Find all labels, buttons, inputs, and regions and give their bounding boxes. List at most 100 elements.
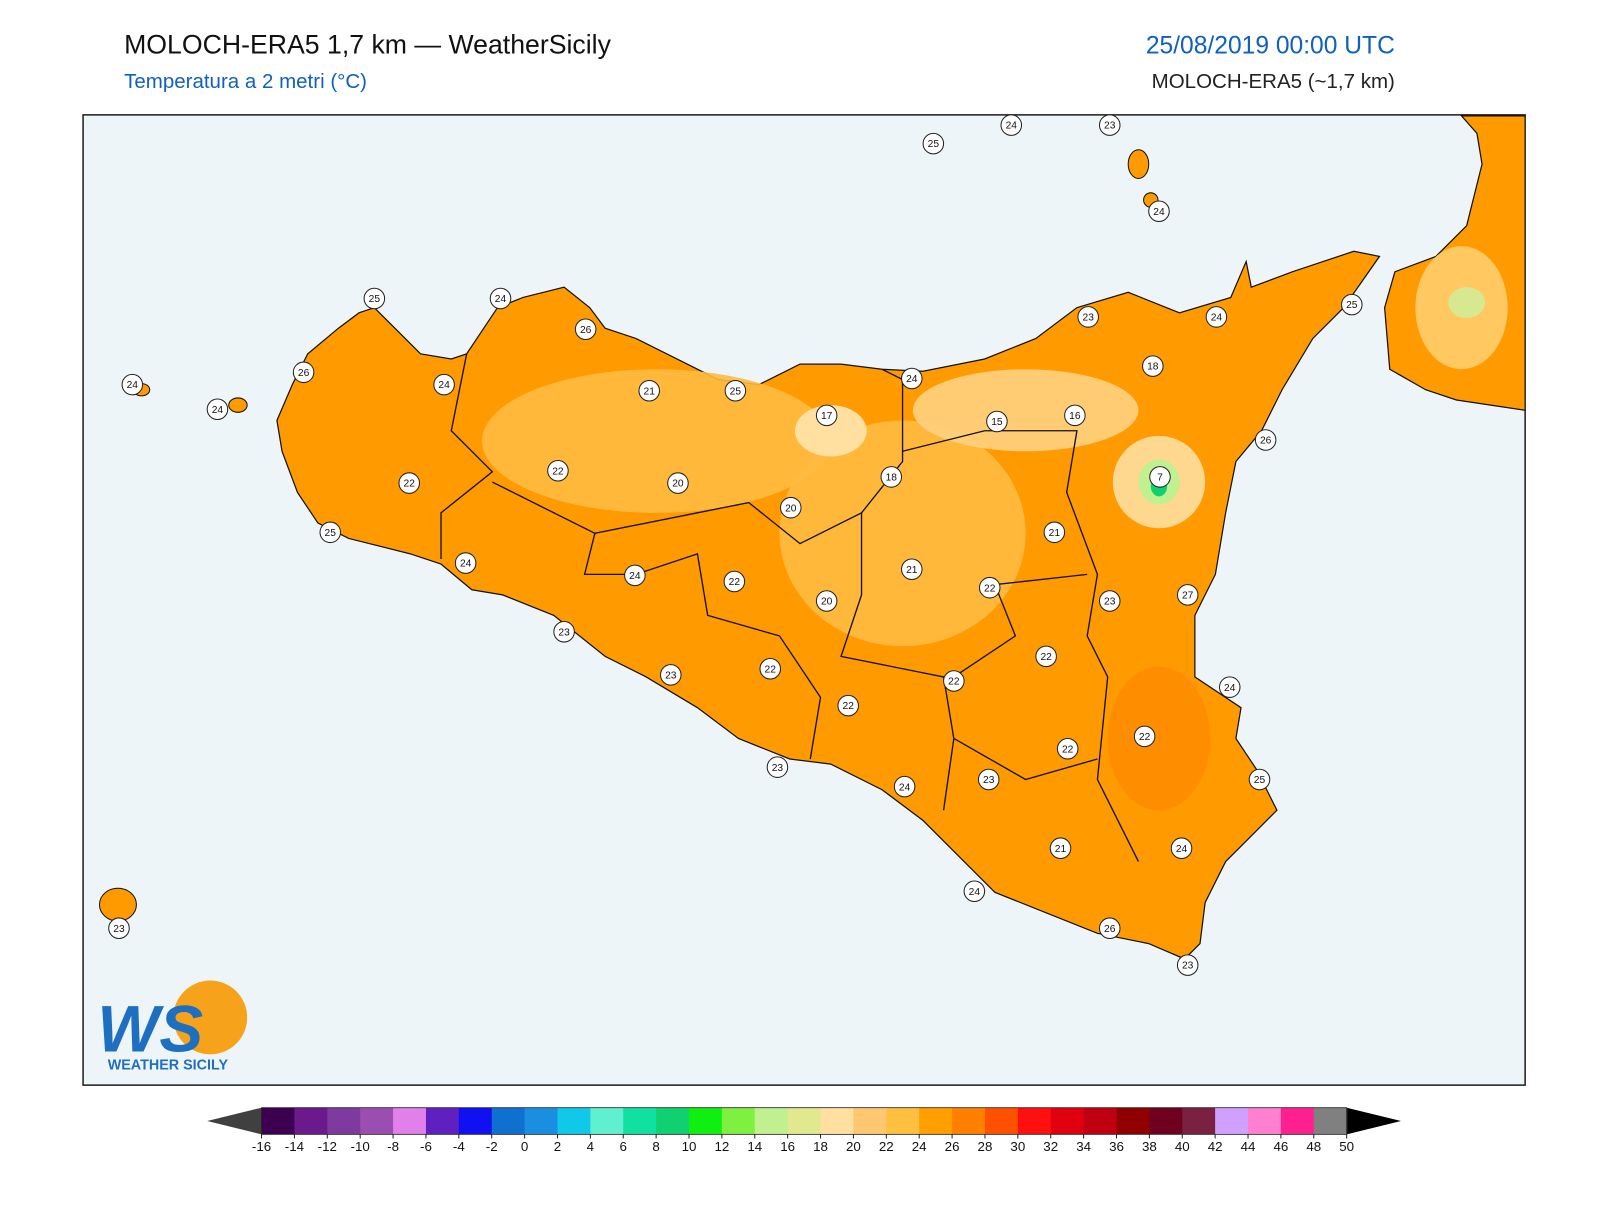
- colorbar-segment: [820, 1107, 854, 1135]
- station-marker: [759, 657, 782, 680]
- station-marker: [624, 564, 646, 587]
- colorbar-segment: [1017, 1107, 1052, 1135]
- colorbar-tick-label: 50: [1339, 1139, 1354, 1154]
- station-marker: [815, 404, 838, 427]
- station-marker: [780, 496, 802, 519]
- station-value: 21: [644, 386, 656, 397]
- colorbar-tick-label: 10: [682, 1139, 697, 1154]
- station-value: 26: [298, 368, 310, 379]
- colorbar-segment: [1248, 1107, 1282, 1135]
- station-value: 23: [1104, 121, 1116, 132]
- colorbar-tick-label: -8: [387, 1139, 399, 1154]
- logo-sun: [173, 980, 248, 1055]
- station-marker: [837, 694, 859, 717]
- station-marker: [1248, 768, 1271, 791]
- colorbar-segment: [491, 1107, 526, 1135]
- station-marker: [489, 287, 512, 310]
- colorbar-segment: [1280, 1107, 1315, 1135]
- station-value: 24: [1224, 683, 1236, 694]
- colorbar-tick-label: 30: [1010, 1139, 1025, 1154]
- station-value: 22: [843, 701, 855, 712]
- station-marker: [319, 521, 342, 544]
- station-value: 25: [1254, 775, 1266, 786]
- station-value: 23: [558, 627, 570, 638]
- station-marker: [1056, 737, 1079, 760]
- island: [98, 887, 137, 922]
- colorbar-extend-under: [207, 1107, 262, 1135]
- colorbar-extend-over: [1346, 1107, 1402, 1135]
- station-value: 23: [1104, 597, 1116, 608]
- warm-patch: [779, 420, 1026, 647]
- border: [902, 430, 1140, 862]
- logo: WS WEATHER SICILY: [97, 980, 248, 1074]
- station-marker: [574, 318, 597, 340]
- colorbar-segment: [656, 1107, 690, 1135]
- station-marker: [398, 472, 420, 494]
- station-value: 21: [1049, 528, 1061, 539]
- station-marker: [922, 132, 945, 155]
- colorbar-tick-label: 44: [1241, 1139, 1256, 1154]
- station-marker: [1098, 590, 1121, 612]
- colorbar-tick-label: 42: [1208, 1139, 1223, 1154]
- station-value: 24: [438, 380, 450, 391]
- colorbar-segment: [524, 1107, 558, 1135]
- colorbar-segment: [952, 1107, 986, 1135]
- station-marker: [1098, 917, 1121, 939]
- station-value: 24: [899, 782, 911, 793]
- station-marker: [206, 398, 229, 420]
- colorbar-tick-label: 46: [1273, 1139, 1288, 1154]
- station-value: 18: [886, 473, 898, 484]
- station-value: 26: [1104, 924, 1116, 935]
- station-marker: [1218, 676, 1241, 698]
- colorbar-segment: [393, 1107, 427, 1135]
- station-value: 25: [730, 386, 742, 397]
- station-value: 24: [495, 294, 507, 305]
- colorbar-segment: [327, 1107, 361, 1135]
- colorbar-tick-label: 18: [813, 1139, 828, 1154]
- station-value: 24: [127, 380, 139, 391]
- colorbar-tick-label: 36: [1109, 1139, 1124, 1154]
- station-marker: [815, 590, 838, 612]
- station-marker: [108, 917, 130, 939]
- title: MOLOCH-ERA5 1,7 km — WeatherSicily: [124, 29, 612, 59]
- station-marker: [723, 570, 746, 593]
- station-marker: [1043, 521, 1066, 544]
- colorbar-frame: [261, 1107, 1348, 1135]
- station-value: 25: [369, 294, 381, 305]
- station-value: 21: [1055, 844, 1067, 855]
- station-value: 17: [821, 411, 833, 422]
- colorbar-segment: [787, 1107, 822, 1135]
- colorbar-segment: [261, 1107, 295, 1135]
- warm-patch: [912, 369, 1139, 452]
- station-marker: [553, 621, 575, 643]
- station-marker: [1254, 429, 1277, 451]
- station-value: 25: [928, 139, 940, 150]
- station-value: 22: [948, 677, 960, 688]
- colorbar-segment: [1149, 1107, 1183, 1135]
- station-marker: [1098, 114, 1121, 136]
- cool-patch: [794, 405, 867, 457]
- station-marker: [1148, 200, 1170, 223]
- station-marker: [1142, 355, 1164, 377]
- station-value: 25: [325, 528, 337, 539]
- logo-name: WEATHER SICILY: [108, 1058, 229, 1074]
- colorbar-segment: [557, 1107, 591, 1135]
- station-marker: [433, 373, 455, 396]
- colorbar-segment: [360, 1107, 394, 1135]
- station-marker: [454, 552, 477, 574]
- station-value: 21: [906, 565, 918, 576]
- colorbar-tick-label: 2: [554, 1139, 561, 1154]
- station-marker: [1049, 837, 1072, 859]
- colorbar-tick-label: 24: [912, 1139, 927, 1154]
- colorbar-segment: [458, 1107, 493, 1135]
- station-value: 24: [629, 571, 641, 582]
- station-value: 22: [729, 577, 741, 588]
- station-value: 16: [1069, 411, 1081, 422]
- station-marker: [724, 379, 747, 402]
- station-value: 23: [665, 670, 677, 681]
- hot-patch: [1107, 666, 1211, 811]
- station-value: 22: [552, 466, 564, 477]
- colorbar-tick-label: -4: [453, 1139, 465, 1154]
- cool-patch: [1448, 287, 1486, 318]
